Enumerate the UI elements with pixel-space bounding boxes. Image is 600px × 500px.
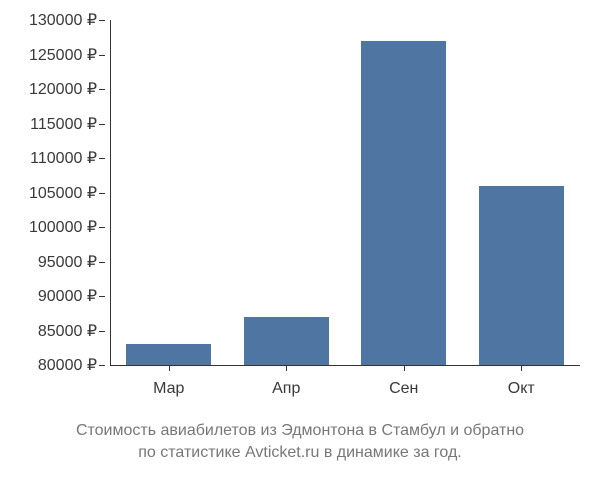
y-tick-label: 80000 ₽	[38, 355, 97, 375]
chart-caption: Стоимость авиабилетов из Эдмонтона в Ста…	[0, 420, 600, 465]
y-tick-mark	[99, 365, 105, 366]
x-tick-label: Окт	[508, 380, 535, 398]
y-tick-label: 100000 ₽	[29, 217, 97, 237]
y-tick-mark	[99, 20, 105, 21]
y-tick-mark	[99, 262, 105, 263]
y-tick-label: 115000 ₽	[30, 114, 97, 134]
y-tick-mark	[99, 124, 105, 125]
plot-area	[110, 20, 580, 365]
bar	[479, 186, 564, 365]
y-tick-label: 95000 ₽	[38, 252, 97, 272]
x-tick-label: Сен	[389, 380, 418, 398]
y-axis: 80000 ₽85000 ₽90000 ₽95000 ₽100000 ₽1050…	[0, 20, 105, 365]
y-tick-label: 120000 ₽	[29, 79, 97, 99]
x-tick-label: Апр	[272, 380, 300, 398]
x-tick-mark	[286, 365, 287, 371]
y-tick-label: 130000 ₽	[29, 10, 97, 30]
y-tick-mark	[99, 296, 105, 297]
bar	[126, 344, 211, 365]
y-tick-label: 125000 ₽	[29, 45, 97, 65]
caption-line-2: по статистике Avticket.ru в динамике за …	[138, 444, 462, 461]
bar	[244, 317, 329, 365]
y-tick-label: 105000 ₽	[29, 183, 97, 203]
chart-container: 80000 ₽ 85000 ₽ 90000 ₽ 95000 ₽ 100000 ₽ 1050…	[0, 10, 600, 410]
x-tick-label: Мар	[153, 380, 184, 398]
y-tick-mark	[99, 89, 105, 90]
y-tick-mark	[99, 193, 105, 194]
y-tick-label: 90000 ₽	[38, 286, 97, 306]
y-tick-mark	[99, 55, 105, 56]
x-axis: Мар Апр Сен Окт	[110, 370, 580, 405]
y-tick-mark	[99, 331, 105, 332]
x-tick-mark	[521, 365, 522, 371]
y-tick-label: 85000 ₽	[38, 321, 97, 341]
y-tick-label: 110000 ₽	[30, 148, 97, 168]
y-tick-mark	[99, 158, 105, 159]
x-axis-line	[110, 365, 580, 366]
x-tick-mark	[404, 365, 405, 371]
x-tick-mark	[169, 365, 170, 371]
y-tick-mark	[99, 227, 105, 228]
bar	[361, 41, 446, 365]
caption-line-1: Стоимость авиабилетов из Эдмонтона в Ста…	[76, 422, 524, 439]
